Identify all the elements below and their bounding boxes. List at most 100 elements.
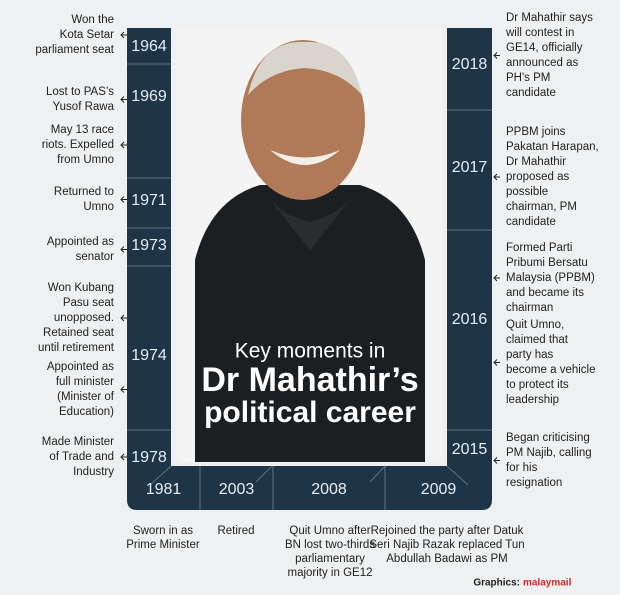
event-text: Pasu seat [63, 297, 115, 309]
event-text: claimed that [506, 334, 569, 346]
event-text: chairman [506, 302, 553, 314]
year-label: 1981 [146, 481, 182, 498]
event-text: proposed as [506, 171, 570, 183]
year-label: 2016 [452, 311, 488, 328]
arrow [120, 31, 127, 39]
title-line-1: Key moments in [235, 340, 386, 363]
arrow [493, 52, 500, 59]
event-text: chairman, PM [506, 201, 577, 213]
arrow [493, 274, 500, 282]
arrow [120, 314, 127, 322]
event-text: PM Najib, calling [506, 447, 592, 459]
event-text: (Minister of [57, 391, 115, 403]
event-text: senator [76, 251, 115, 263]
event-text: and became its [506, 287, 584, 299]
event-text: GE14, officially [506, 42, 583, 54]
event-text: Appointed as [47, 236, 114, 248]
year-label: 1969 [131, 88, 167, 105]
event-text: Pribumi Bersatu [506, 257, 588, 269]
event-text: become a vehicle [506, 364, 596, 376]
event-text: candidate [506, 87, 556, 99]
event-text: Umno [83, 201, 114, 213]
event-text: party has [506, 349, 554, 361]
event-text: Won the [71, 14, 114, 26]
arrow [493, 359, 500, 366]
event-text: resignation [506, 477, 562, 489]
event-text: Quit Umno after [289, 525, 370, 537]
year-label: 1974 [131, 347, 167, 364]
event-text: Retained seat [43, 327, 115, 339]
arrow [120, 141, 127, 149]
event-text: Began criticising [506, 432, 590, 444]
arrow [120, 96, 127, 103]
event-text: Seri Najib Razak replaced Tun [369, 539, 524, 551]
event-text: majority in GE12 [287, 567, 372, 579]
credit-brand: malaymail [523, 578, 572, 589]
portrait [195, 40, 425, 462]
event-text: Dr Mahathir says [506, 12, 593, 24]
arrow [120, 386, 127, 393]
event-text: BN lost two-thirds [285, 539, 375, 551]
bottom-bar-edges [149, 465, 469, 486]
event-text: until retirement [38, 342, 115, 354]
event-text: parliament seat [35, 44, 114, 56]
year-label: 2003 [219, 481, 255, 498]
arrow [493, 457, 500, 464]
event-text: Industry [73, 466, 114, 478]
event-text: Dr Mahathir [506, 156, 566, 168]
event-text: PH's PM [506, 72, 550, 84]
event-text: Rejoined the party after Datuk [371, 525, 524, 537]
year-label: 1971 [131, 192, 167, 209]
event-text: candidate [506, 216, 556, 228]
title-line-3: political career [204, 396, 416, 429]
event-text: Sworn in as [133, 525, 193, 537]
event-text: Yusof Rawa [53, 101, 115, 113]
event-text: possible [506, 186, 548, 198]
left-bar [127, 28, 171, 478]
event-text: Formed Parti [506, 242, 572, 254]
event-text: Won Kubang [48, 282, 114, 294]
event-text: leadership [506, 394, 559, 406]
event-text: Abdullah Badawi as PM [386, 553, 507, 565]
event-text: Malaysia (PPBM) [506, 272, 595, 284]
arrow [120, 453, 127, 461]
event-text: announced as [506, 57, 579, 69]
year-label: 2015 [452, 441, 488, 458]
event-text: Pakatan Harapan, [506, 141, 599, 153]
event-text: of Trade and [49, 451, 114, 463]
event-text: Lost to PAS’s [46, 86, 114, 98]
event-text: PPBM joins [506, 126, 566, 138]
arrow [120, 246, 127, 253]
year-label: 2018 [452, 56, 488, 73]
event-text: Retired [217, 525, 254, 537]
event-text: Returned to [54, 186, 114, 198]
year-label: 1978 [131, 449, 167, 466]
year-label: 2008 [311, 481, 347, 498]
arrow [120, 196, 127, 203]
event-text: full minister [56, 376, 114, 388]
year-label: 2017 [452, 159, 488, 176]
event-text: Quit Umno, [506, 319, 564, 331]
event-text: Education) [59, 406, 114, 418]
title-line-2: Dr Mahathir’s [201, 361, 418, 399]
event-text: Prime Minister [126, 539, 200, 551]
year-label: 1964 [131, 38, 167, 55]
event-text: from Umno [57, 154, 114, 166]
event-text: Appointed as [47, 361, 114, 373]
year-label: 1973 [131, 237, 167, 254]
event-text: May 13 race [51, 124, 114, 136]
right-bar [447, 28, 492, 478]
credit-label: Graphics: [473, 578, 520, 589]
event-text: riots. Expelled [42, 139, 114, 151]
event-text: parliamentary [295, 553, 365, 565]
event-text: unopposed. [54, 312, 114, 324]
arrow [493, 173, 500, 181]
event-text: Kota Setar [60, 29, 115, 41]
event-text: will contest in [505, 27, 574, 39]
bottom-bar [127, 466, 492, 510]
event-text: for his [506, 462, 538, 474]
year-label: 2009 [421, 481, 457, 498]
event-text: to protect its [506, 379, 569, 391]
event-text: Made Minister [42, 436, 114, 448]
